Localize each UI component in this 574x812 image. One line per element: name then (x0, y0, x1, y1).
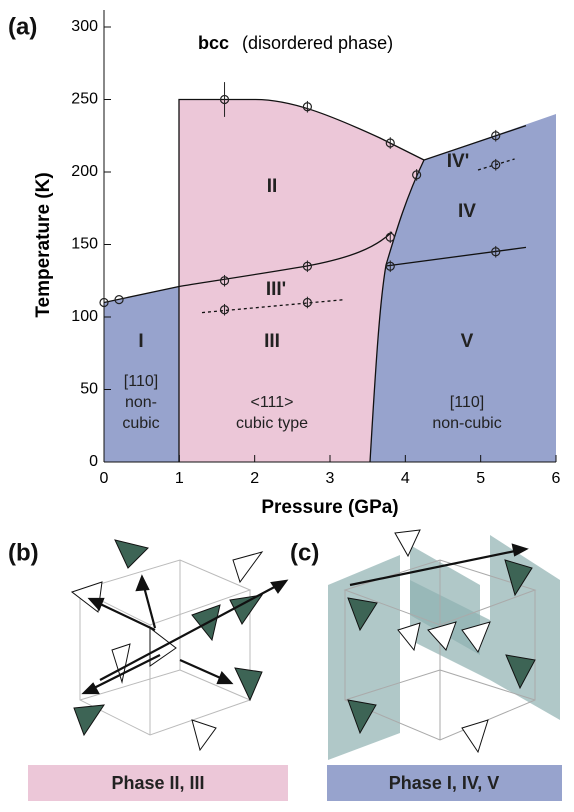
arrows (81, 574, 289, 695)
tetrahedra (347, 529, 536, 754)
phase-I-region (104, 286, 179, 462)
annotation: non- (125, 394, 157, 411)
data-point (219, 276, 230, 286)
boundary (178, 98, 425, 462)
panel-label: (c) (290, 539, 319, 566)
data-point (302, 261, 312, 271)
arrow (349, 543, 529, 587)
data-point (491, 131, 501, 141)
data-point (302, 102, 312, 112)
y-axis-label: Temperature (K) (33, 172, 54, 317)
x-tick-label: 5 (476, 470, 485, 487)
annotation: cubic (122, 415, 159, 432)
y-tick-label: 100 (71, 308, 98, 325)
data-point (491, 160, 501, 170)
boundary (369, 124, 527, 463)
annotation: cubic type (236, 415, 308, 432)
y-tick-label: 0 (89, 453, 98, 470)
data-point (302, 297, 312, 308)
data-point (114, 295, 124, 305)
y-tick-label: 300 (71, 18, 98, 35)
y-tick-label: 150 (71, 236, 98, 253)
cube (343, 559, 537, 741)
y-tick-label: 250 (71, 91, 98, 108)
boundary (103, 231, 393, 304)
y-tick-label: 200 (71, 163, 98, 180)
annotation: V (461, 331, 474, 352)
planes (328, 535, 560, 760)
panel-label: (a) (8, 13, 37, 40)
caption-box (327, 765, 562, 801)
x-tick-label: 6 (552, 470, 561, 487)
annotation: IV' (447, 151, 469, 172)
data-point (491, 247, 501, 257)
annotation: [110] (124, 373, 158, 390)
annotation: bcc (198, 33, 229, 53)
cube (78, 559, 252, 736)
phase-boundaries (103, 98, 527, 463)
panel-label: (b) (8, 539, 39, 566)
data-point (385, 232, 395, 242)
annotation: III' (266, 279, 286, 300)
x-tick-label: 2 (250, 470, 259, 487)
annotation: [110] (450, 394, 484, 411)
annotation: (disordered phase) (242, 33, 393, 53)
x-tick-label: 1 (175, 470, 184, 487)
boundary (385, 246, 527, 267)
caption: Phase I, IV, V (389, 773, 499, 793)
annotation: IV (458, 201, 476, 222)
data-point (385, 138, 395, 148)
caption-box (28, 765, 288, 801)
x-tick-label: 0 (100, 470, 109, 487)
annotation: III (264, 331, 280, 352)
y-tick-label: 50 (80, 381, 98, 398)
data-point (99, 297, 109, 308)
x-axis-label: Pressure (GPa) (261, 497, 398, 518)
annotation: I (138, 331, 143, 352)
x-tick-label: 4 (401, 470, 410, 487)
annotation: non-cubic (432, 415, 501, 432)
caption: Phase II, III (111, 773, 204, 793)
x-tick-label: 3 (326, 470, 335, 487)
data-point (219, 94, 230, 105)
phase-II-III-region (179, 99, 424, 463)
phase-IV-V-region (370, 114, 556, 462)
dashed-boundary (477, 158, 515, 171)
data-point (385, 261, 395, 271)
annotation: <111> (250, 394, 293, 411)
annotation: II (267, 176, 278, 197)
data-point (412, 170, 422, 180)
data-point (219, 305, 230, 315)
